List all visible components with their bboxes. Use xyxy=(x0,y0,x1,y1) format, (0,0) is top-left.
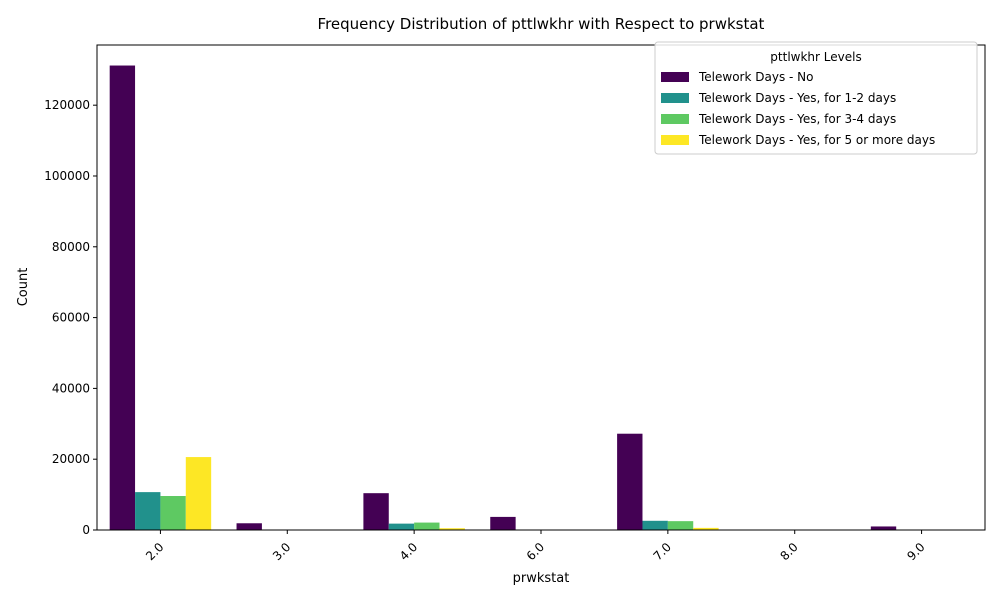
bar-4.0-series-0 xyxy=(363,493,389,530)
y-tick-label: 100000 xyxy=(44,169,90,183)
bar-7.0-series-3 xyxy=(693,527,719,530)
bar-6.0-series-0 xyxy=(490,516,516,530)
plot-area: 0 20000 40000 60000 80000 100000 120000 2.0 3.0 4… xyxy=(44,44,986,563)
x-tick-label: 7.0 xyxy=(651,540,674,563)
bar-2.0-series-2 xyxy=(160,496,186,530)
legend-entry-label: Telework Days - No xyxy=(698,70,813,84)
legend-box xyxy=(654,41,978,155)
legend-entry-label: Telework Days - Yes, for 5 or more days xyxy=(698,133,935,147)
bar-9.0-series-0 xyxy=(870,526,897,530)
x-tick-label: 6.0 xyxy=(524,540,547,563)
bar-2.0-series-1 xyxy=(135,492,161,530)
bar-7.0-series-0 xyxy=(617,433,643,530)
bar-4.0-series-1 xyxy=(388,523,415,530)
y-tick-label: 80000 xyxy=(52,240,90,254)
bar-7.0-series-1 xyxy=(642,520,668,530)
legend-entry-label: Telework Days - Yes, for 3-4 days xyxy=(698,112,896,126)
legend-title: pttlwkhr Levels xyxy=(770,50,861,64)
chart-title: Frequency Distribution of pttlwkhr with … xyxy=(318,15,765,33)
bar-2.0-series-3 xyxy=(185,457,212,530)
bar-4.0-series-3 xyxy=(439,528,465,530)
x-tick-label: 9.0 xyxy=(904,540,927,563)
legend-swatch xyxy=(661,93,689,103)
y-tick-label: 60000 xyxy=(52,311,90,325)
bar-7.0-series-2 xyxy=(667,521,694,530)
legend-swatch xyxy=(661,72,689,82)
bar-4.0-series-2 xyxy=(414,522,440,530)
legend: pttlwkhr Levels Telework Days - No Telewor… xyxy=(654,41,978,155)
x-tick-label: 3.0 xyxy=(270,540,293,563)
bar-3.0-series-0 xyxy=(236,523,262,530)
x-tick-label: 2.0 xyxy=(143,540,166,563)
y-axis-label: Count xyxy=(16,268,31,307)
y-tick-label: 120000 xyxy=(44,98,90,112)
y-tick-label: 40000 xyxy=(52,381,90,395)
bar-2.0-series-0 xyxy=(109,65,136,530)
x-axis-label: prwkstat xyxy=(513,571,570,586)
legend-swatch xyxy=(661,135,689,145)
legend-swatch xyxy=(661,114,689,124)
x-tick-label: 8.0 xyxy=(777,540,800,563)
y-tick-label: 20000 xyxy=(52,452,90,466)
x-tick-label: 4.0 xyxy=(397,540,420,563)
y-tick-label: 0 xyxy=(82,523,90,537)
legend-entry-label: Telework Days - Yes, for 1-2 days xyxy=(698,91,896,105)
